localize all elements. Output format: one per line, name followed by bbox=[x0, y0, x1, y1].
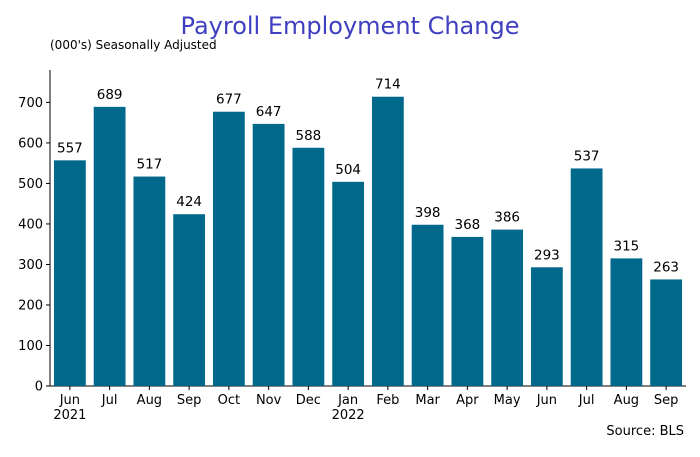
data-label: 689 bbox=[97, 87, 123, 103]
data-label: 537 bbox=[574, 148, 600, 164]
y-tick-label: 500 bbox=[18, 177, 43, 192]
x-tick-label: Jul bbox=[101, 393, 118, 408]
data-label: 386 bbox=[494, 210, 520, 226]
bar bbox=[212, 111, 245, 386]
x-year-label: 2021 bbox=[53, 408, 86, 423]
y-tick-label: 0 bbox=[35, 380, 43, 395]
bar bbox=[332, 181, 365, 386]
x-tick-label: Oct bbox=[218, 393, 240, 408]
y-tick-label: 300 bbox=[18, 258, 43, 273]
bar bbox=[252, 123, 285, 386]
data-labels: 557 689 517 424 677 647 588 504 714 398 368 386 293 5… bbox=[57, 77, 679, 276]
x-tick-label: Nov bbox=[256, 393, 282, 408]
x-tick-label: Sep bbox=[177, 393, 202, 408]
data-label: 368 bbox=[454, 217, 480, 233]
x-tick-label: Jan bbox=[337, 393, 358, 408]
data-label: 315 bbox=[613, 238, 639, 254]
x-tick-label: May bbox=[494, 393, 521, 408]
y-tick-label: 200 bbox=[18, 298, 43, 313]
data-label: 504 bbox=[335, 162, 361, 178]
x-tick-label: Jul bbox=[578, 393, 595, 408]
data-label: 647 bbox=[256, 104, 282, 120]
x-tick-label: Feb bbox=[376, 393, 399, 408]
data-label: 263 bbox=[653, 259, 679, 275]
bar bbox=[133, 176, 166, 386]
data-label: 557 bbox=[57, 140, 83, 156]
y-tick-label: 100 bbox=[18, 339, 43, 354]
data-label: 398 bbox=[415, 205, 441, 221]
x-tick-label: Dec bbox=[296, 393, 321, 408]
data-label: 677 bbox=[216, 92, 242, 108]
x-tick-label: Aug bbox=[137, 393, 162, 408]
bar bbox=[371, 96, 404, 386]
x-tick-label: Aug bbox=[614, 393, 639, 408]
y-tick-label: 700 bbox=[18, 96, 43, 111]
data-label: 714 bbox=[375, 77, 401, 93]
x-tick-label: Apr bbox=[456, 393, 479, 408]
bar bbox=[411, 224, 444, 386]
x-tick-label: Jun bbox=[59, 393, 80, 408]
bar bbox=[610, 258, 643, 386]
bars bbox=[53, 96, 683, 386]
bar bbox=[530, 267, 563, 386]
bar bbox=[491, 229, 524, 386]
x-tick-label: Mar bbox=[415, 393, 440, 408]
chart-subtitle: (000's) Seasonally Adjusted bbox=[50, 38, 217, 52]
data-label: 424 bbox=[176, 194, 202, 210]
y-tick-label: 400 bbox=[18, 217, 43, 232]
bar bbox=[53, 160, 86, 386]
x-tick-label: Sep bbox=[654, 393, 679, 408]
bar bbox=[173, 214, 206, 386]
y-tick-label: 600 bbox=[18, 136, 43, 151]
bar bbox=[650, 279, 683, 386]
data-label: 293 bbox=[534, 247, 560, 263]
y-axis: 0 100 200 300 400 500 600 700 bbox=[18, 70, 51, 395]
x-tick-label: Jun bbox=[536, 393, 557, 408]
chart-source: Source: BLS bbox=[606, 424, 684, 439]
bar bbox=[451, 236, 484, 386]
bar bbox=[93, 106, 126, 386]
chart-title: Payroll Employment Change bbox=[180, 12, 520, 40]
data-label: 517 bbox=[136, 157, 162, 173]
bar bbox=[570, 168, 603, 386]
bar bbox=[292, 147, 325, 386]
x-year-label: 2022 bbox=[332, 408, 365, 423]
data-label: 588 bbox=[295, 128, 321, 144]
